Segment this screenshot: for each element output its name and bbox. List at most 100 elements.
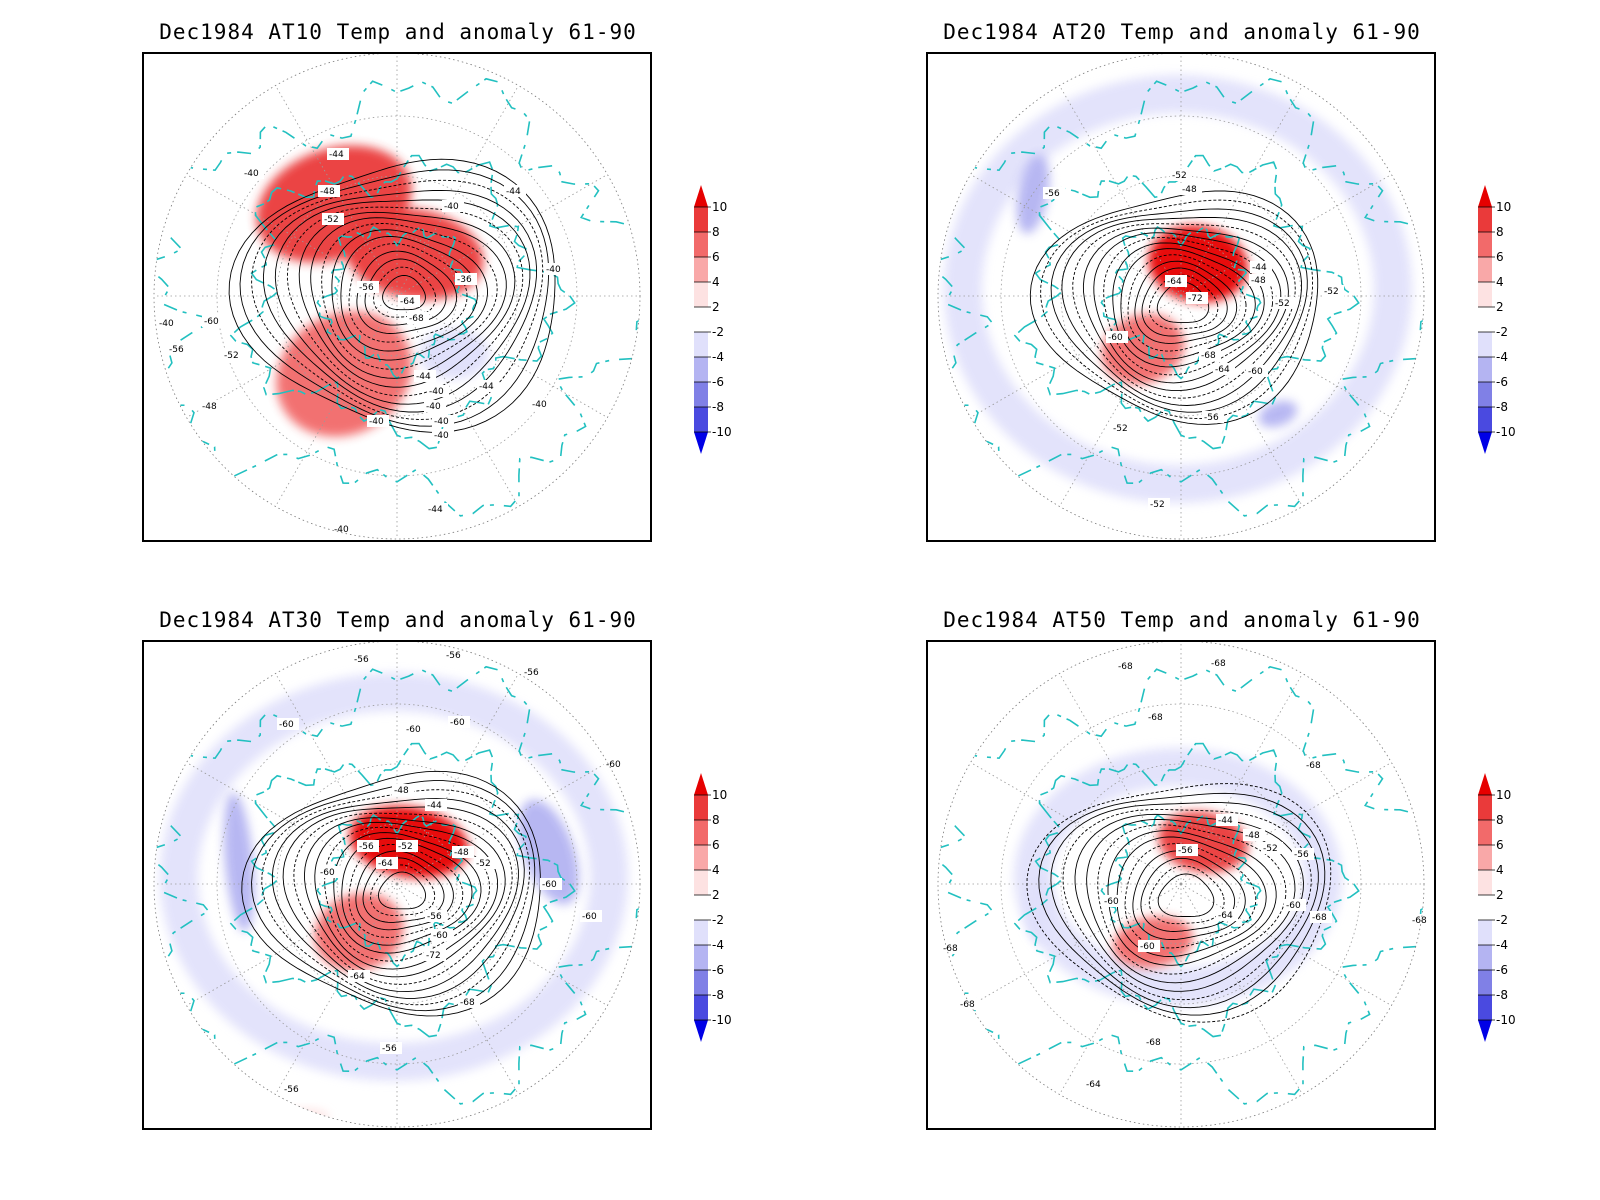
contour-label: -68 [1146,1038,1161,1048]
panel-title: Dec1984 AT30 Temp and anomaly 61-90 [159,608,637,632]
contour-label-bg [424,400,446,412]
colorbar-tick-label: -2 [712,913,724,927]
contour-label: -56 [382,1044,397,1054]
contour-label: -52 [1113,424,1128,434]
longitude-line [1059,295,1182,507]
contour-line [1097,824,1287,975]
map-boundary [937,642,1425,1128]
contour-label-bg [941,942,963,954]
contour-label: -64 [1218,911,1233,921]
colorbar-band [1478,820,1492,845]
contour-label: -48 [454,848,469,858]
contour-label: -60 [279,720,294,730]
colorbar-band [694,870,708,895]
colorbar-tick-label: -8 [1496,400,1508,414]
colorbar-arrow-up-triangle-icon [694,773,708,795]
contour-label: -64 [378,859,393,869]
polar-map[interactable]: -56 -52 -48 -44 -48 -64 -72 -52 -52 -60 -68 -64 -60 -… [926,52,1436,542]
contour-label: -56 [169,345,184,355]
longitude-line [1059,673,1182,885]
contour-line [1026,783,1332,1023]
colorbar-tick-label: -8 [712,400,724,414]
contour-line [378,871,426,910]
contour-label: -56 [1204,413,1219,423]
contour-label: -44 [428,505,443,515]
coastline [1013,154,1360,450]
contour-line [1062,808,1312,1001]
contour-label: -60 [606,760,621,770]
colorbar-tick-label: 8 [712,813,720,827]
colorbar-band [1478,795,1492,820]
contour-label: -60 [582,912,597,922]
contour-label-bg [1170,169,1192,181]
contour-label: -52 [1150,500,1165,510]
contour-line [1157,873,1215,917]
colorbar-band [694,232,708,257]
colorbar-tick-label: -4 [712,350,724,364]
contour-line [1120,248,1256,360]
colorbar-band [694,995,708,1020]
map-svg: -56 -56-56-60 -60-60-48-44-56 -52-48-52-64-… [153,642,641,1128]
contour-line [341,837,473,946]
contour-line [362,857,445,923]
contour-label: -68 [1118,662,1133,672]
contour-label: -40 [334,525,349,535]
contour-line [331,229,488,361]
panel-title: Dec1984 AT10 Temp and anomaly 61-90 [159,20,637,44]
polar-map[interactable]: -56 -56 -56 -60 -60 -60 -48 -44 -56 -52 -48 -52 -64-… [142,640,652,1130]
contour-label: -56 [446,651,461,661]
contour-line [1038,792,1326,1016]
contour-label-bg [604,758,626,770]
contour-label-bg [477,380,499,392]
contour-label-bg [431,929,453,941]
contour-line [1050,208,1308,413]
colorbar-tick-label: 4 [712,275,720,289]
polar-map[interactable]: -44 -40 -48 -52 -44 -40 -40 -56 -64 -68 -36 -44 -40 -… [142,52,652,542]
contour-line [1148,865,1225,925]
colorbar-band [694,307,708,332]
contour-label-bg [157,317,179,329]
colorbar-tick-label: -6 [1496,963,1508,977]
contour-label-bg [1216,909,1238,921]
contour-line [1127,254,1247,352]
colorbar-band [694,920,708,945]
contour-label: -68 [1211,659,1226,669]
contour-label-bg [1102,895,1124,907]
contour-line [324,826,491,962]
colorbar-band [1478,895,1492,920]
colorbar-band [1478,307,1492,332]
contour-label: -56 [359,283,374,293]
contour-line [370,864,436,916]
contour-label-bg [222,349,244,361]
contour-label: -48 [1182,185,1197,195]
contour-label: -56 [284,1085,299,1095]
colorbar-tick-label: -6 [1496,375,1508,389]
panel-at50: Dec1984 AT50 Temp and anomaly 61-90 -68-… [926,600,1526,1160]
contour-label: -44 [416,372,431,382]
contour-line [348,243,468,343]
contour-label-bg [318,185,340,197]
contour-label-bg [380,1042,402,1054]
contour-label-bg [432,429,454,441]
colorbar-arrow-down-triangle-icon [1478,1020,1492,1042]
contour-line [1141,267,1228,337]
contour-label: -56 [524,668,539,678]
contour-label: -44 [1218,816,1233,826]
contour-line [298,211,516,388]
contour-line [310,217,507,379]
colorbar-band [1478,995,1492,1020]
contour-label: -60 [433,931,448,941]
contour-label-bg [455,273,477,285]
colorbar-tick-label: 4 [1496,275,1504,289]
colorbar-band [694,945,708,970]
contour-label: -60 [1108,333,1123,343]
colorbar-tick-label: -8 [712,988,724,1002]
anomaly-blob [1016,154,1050,234]
contour-label-bg [1273,297,1295,309]
colorbar-arrow-up-triangle-icon [694,185,708,207]
colorbar-band [694,357,708,382]
contour-label-bg [1144,1036,1166,1048]
colorbar-band [694,382,708,407]
polar-map[interactable]: -68 -68 -68 -68 -44 -48 -52 -56 -56 -60 -60 -68 -64 -… [926,640,1436,1130]
map-boundary [153,54,641,540]
